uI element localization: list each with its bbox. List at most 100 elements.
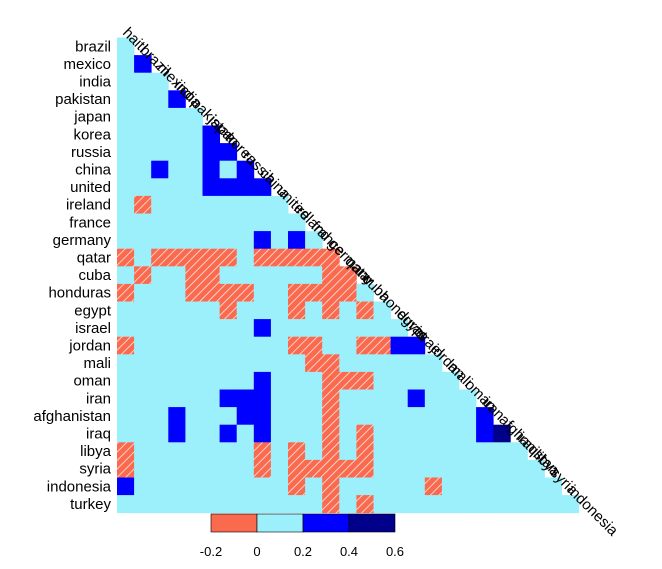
cell-united-korea <box>219 178 238 197</box>
cell-pakistan-mexico <box>151 90 169 109</box>
cell-russia-brazil <box>134 143 152 162</box>
cell-china-japan <box>202 160 220 179</box>
cell-jordan-haiti <box>117 336 135 355</box>
cell-israel-cuba <box>356 319 374 338</box>
cell-turkey-iran <box>476 495 494 514</box>
cell-syria-ireland <box>288 459 306 478</box>
cell-iraq-qatar <box>339 424 357 443</box>
cell-qatar-korea <box>219 248 238 267</box>
cell-indonesia-egypt <box>390 477 409 496</box>
cell-jordan-germany <box>322 336 340 355</box>
cell-israel-pakistan <box>185 319 203 338</box>
cell-iraq-israel <box>407 424 426 443</box>
colorbar-tick-label: -0.2 <box>200 544 222 559</box>
cell-afghanistan-haiti <box>117 407 135 426</box>
cell-israel-egypt <box>390 319 409 338</box>
cell-germany-china <box>253 231 272 250</box>
cell-united-mexico <box>151 178 169 197</box>
cell-qatar-india <box>168 248 186 267</box>
cell-korea-india <box>168 125 186 144</box>
cell-iraq-mali <box>441 424 460 443</box>
cell-qatar-china <box>253 248 272 267</box>
cell-iran-oman <box>459 389 477 408</box>
cell-mali-united <box>270 354 289 373</box>
cell-germany-ireland <box>288 231 306 250</box>
cell-afghanistan-germany <box>322 407 340 426</box>
cell-afghanistan-honduras <box>373 407 391 426</box>
colorbar-bin-2 <box>302 513 350 533</box>
cell-iraq-egypt <box>390 424 409 443</box>
cell-russia-mexico <box>151 143 169 162</box>
cell-syria-russia <box>236 459 255 478</box>
cell-qatar-haiti <box>117 248 135 267</box>
cell-france-united <box>270 213 289 232</box>
cell-germany-brazil <box>134 231 152 250</box>
cell-cuba-china <box>253 266 272 285</box>
cell-syria-india <box>168 459 186 478</box>
cell-china-brazil <box>134 160 152 179</box>
cell-turkey-afghanistan <box>493 495 511 514</box>
cell-afghanistan-mexico <box>151 407 169 426</box>
colorbar-tick-label: 0.2 <box>294 544 312 559</box>
cell-afghanistan-cuba <box>356 407 374 426</box>
cell-india-haiti <box>117 72 135 91</box>
cell-korea-haiti <box>117 125 135 144</box>
cell-honduras-united <box>270 283 289 302</box>
cell-egypt-pakistan <box>185 301 203 320</box>
cell-syria-brazil <box>134 459 152 478</box>
cell-egypt-cuba <box>356 301 374 320</box>
row-label-turkey: turkey <box>70 496 111 513</box>
cell-oman-israel <box>407 371 426 390</box>
cell-indonesia-brazil <box>134 477 152 496</box>
cell-turkey-mali <box>441 495 460 514</box>
cell-russia-india <box>168 143 186 162</box>
cell-iran-india <box>168 389 186 408</box>
cell-cuba-russia <box>236 266 255 285</box>
cell-libya-india <box>168 442 186 461</box>
cell-jordan-china <box>253 336 272 355</box>
cell-turkey-india <box>168 495 186 514</box>
cell-mali-ireland <box>288 354 306 373</box>
cell-israel-korea <box>219 319 238 338</box>
cell-qatar-mexico <box>151 248 169 267</box>
cell-france-brazil <box>134 213 152 232</box>
row-label-egypt: egypt <box>74 302 112 319</box>
cell-turkey-israel <box>407 495 426 514</box>
cell-israel-japan <box>202 319 220 338</box>
cell-germany-france <box>305 231 323 250</box>
cell-mali-germany <box>322 354 340 373</box>
cell-iraq-haiti <box>117 424 135 443</box>
cell-ireland-united <box>270 195 289 214</box>
cell-syria-mexico <box>151 459 169 478</box>
cell-japan-mexico <box>151 107 169 126</box>
cell-turkey-oman <box>459 495 477 514</box>
cell-united-india <box>168 178 186 197</box>
cell-syria-oman <box>459 459 477 478</box>
cell-jordan-qatar <box>339 336 357 355</box>
cell-syria-cuba <box>356 459 374 478</box>
row-label-cuba: cuba <box>78 267 111 284</box>
cell-germany-united <box>270 231 289 250</box>
row-labels: brazilmexicoindiapakistanjapankorearussi… <box>33 38 111 513</box>
cell-syria-germany <box>322 459 340 478</box>
cell-turkey-china <box>253 495 272 514</box>
cell-russia-pakistan <box>185 143 203 162</box>
cell-russia-korea <box>219 143 238 162</box>
cell-turkey-cuba <box>356 495 374 514</box>
cell-syria-korea <box>219 459 238 478</box>
cell-oman-cuba <box>356 371 374 390</box>
cell-cuba-germany <box>322 266 340 285</box>
cell-syria-jordan <box>424 459 443 478</box>
cell-japan-brazil <box>134 107 152 126</box>
cell-qatar-france <box>305 248 323 267</box>
cell-jordan-israel <box>407 336 426 355</box>
cell-honduras-france <box>305 283 323 302</box>
cell-oman-russia <box>236 371 255 390</box>
row-label-korea: korea <box>73 126 111 143</box>
cell-turkey-france <box>305 495 323 514</box>
cell-ireland-russia <box>236 195 255 214</box>
cell-egypt-brazil <box>134 301 152 320</box>
cell-indonesia-iraq <box>510 477 528 496</box>
cell-honduras-pakistan <box>185 283 203 302</box>
cell-turkey-japan <box>202 495 220 514</box>
